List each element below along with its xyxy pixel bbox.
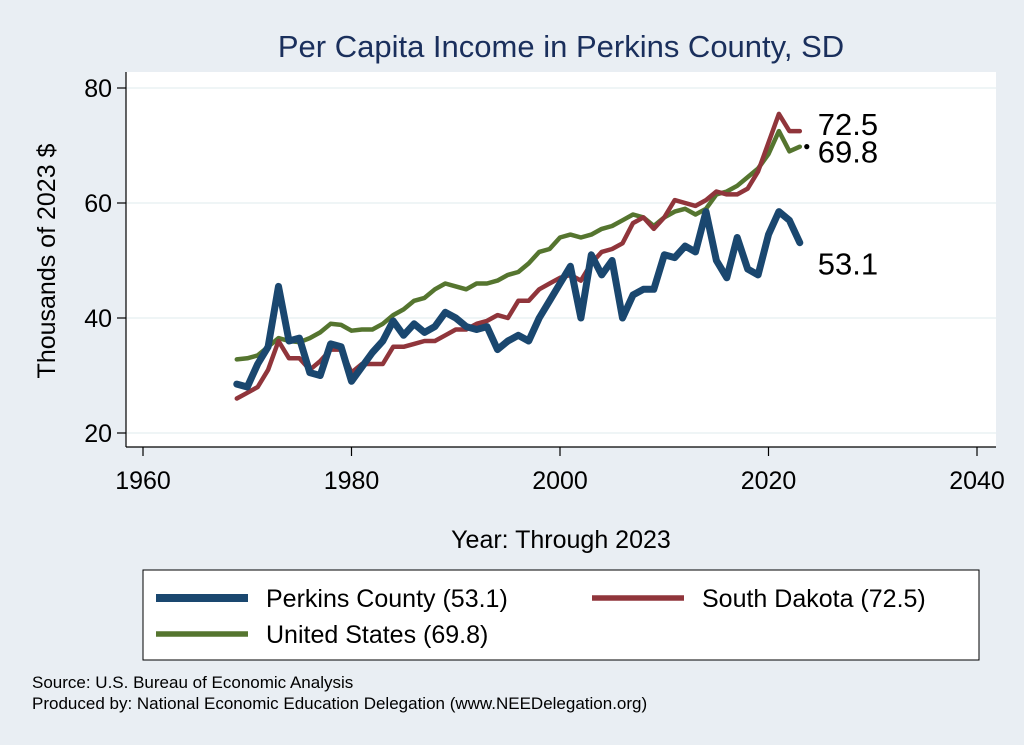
series-line-0 — [233, 208, 804, 391]
legend-label-0: Perkins County (53.1) — [266, 585, 508, 613]
plot-area — [126, 72, 996, 447]
y-tick-label: 80 — [84, 75, 112, 103]
gridlines — [126, 87, 996, 434]
y-axis-title: Thousands of 2023 $ — [33, 143, 61, 378]
legend — [142, 569, 980, 661]
x-tick-label: 2020 — [741, 467, 797, 495]
producer-note: Produced by: National Economic Education… — [32, 694, 647, 713]
x-tick-label: 2000 — [532, 467, 588, 495]
end-marker — [804, 144, 810, 150]
y-tick-label: 40 — [84, 305, 112, 333]
legend-label-1: South Dakota (72.5) — [702, 585, 926, 613]
source-note: Source: U.S. Bureau of Economic Analysis — [32, 673, 353, 692]
end-label-0: 53.1 — [818, 247, 878, 282]
legend-label-2: United States (69.8) — [266, 621, 488, 649]
x-tick-label: 1980 — [324, 467, 380, 495]
x-tick-label: 1960 — [115, 467, 171, 495]
series-layer — [233, 111, 804, 401]
chart-title: Per Capita Income in Perkins County, SD — [278, 29, 844, 64]
end-labels: 53.1 72.569.8 — [804, 107, 878, 282]
x-axis-title: Year: Through 2023 — [451, 526, 671, 554]
y-tick-label: 60 — [84, 190, 112, 218]
y-tick-label: 20 — [84, 420, 112, 448]
x-tick-label: 2040 — [949, 467, 1005, 495]
end-label-1: 72.5 — [818, 107, 878, 142]
legend-items: Perkins County (53.1) South Dakota (72.5)… — [156, 585, 926, 649]
end-label-2: 69.8 — [818, 135, 878, 170]
